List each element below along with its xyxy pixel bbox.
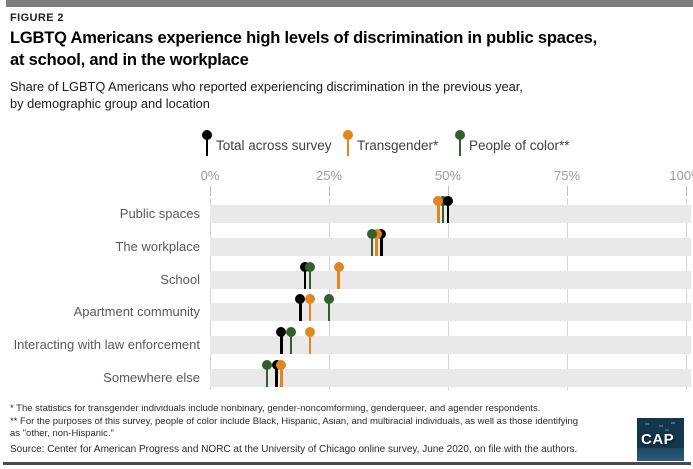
marker-stem: [337, 267, 340, 289]
x-tick-mark: [448, 186, 449, 196]
figure-top-bar: [6, 0, 693, 7]
logo-fish-icon: [645, 423, 649, 425]
figure-title-line2: at school, and in the workplace: [10, 51, 249, 69]
logo-sea-graphic: [637, 448, 684, 461]
marker-stem: [370, 234, 374, 256]
legend-item-total: Total across survey: [202, 130, 332, 157]
row-label: Apartment community: [73, 304, 200, 319]
row-label: The workplace: [115, 239, 200, 254]
marker-dot: [433, 196, 444, 206]
marker-stem: [446, 201, 450, 223]
x-tick-mark: [686, 186, 687, 196]
marker-dot: [262, 360, 273, 370]
figure-title: LGBTQ Americans experience high levels o…: [10, 27, 680, 71]
marker-dot: [304, 262, 315, 272]
figure-label: FIGURE 2: [10, 12, 64, 24]
gridline: [448, 198, 449, 390]
marker-dot: [276, 327, 287, 337]
marker-dot: [324, 294, 334, 304]
row-label: Somewhere else: [103, 370, 200, 385]
marker-stem: [280, 365, 283, 387]
marker-stem: [308, 299, 312, 321]
logo-cap-text: CAP: [641, 431, 675, 448]
marker-stem: [327, 299, 331, 321]
legend-item-people-of-color: People of color**: [455, 130, 570, 157]
legend-label-transgender: Transgender*: [357, 138, 439, 153]
marker-stem: [437, 201, 440, 223]
figure-subtitle: Share of LGBTQ Americans who reported ex…: [10, 78, 650, 112]
row-label: Interacting with law enforcement: [13, 337, 200, 352]
marker-stem: [380, 234, 383, 256]
row-band: [210, 303, 691, 321]
figure-subtitle-line1: Share of LGBTQ Americans who reported ex…: [10, 79, 523, 94]
marker-dot: [304, 294, 315, 304]
row-band: [210, 205, 691, 223]
marker-dot: [276, 360, 287, 370]
marker-dot: [285, 327, 296, 337]
row-band: [210, 336, 691, 354]
x-tick-label: 50%: [434, 168, 462, 183]
x-tick-label: 100%: [669, 168, 693, 183]
legend-stem: [346, 135, 349, 156]
source-line: Source: Center for American Progress and…: [10, 444, 578, 455]
marker-dot: [333, 262, 344, 272]
lollipop-icon: [202, 130, 213, 157]
footnote-people-of-color-line1: ** For the purposes of this survey, peop…: [10, 415, 579, 427]
x-tick-label: 25%: [315, 168, 343, 183]
figure-title-line1: LGBTQ Americans experience high levels o…: [10, 29, 598, 47]
gridline: [686, 198, 687, 390]
footnote-people-of-color-line2: as "other, non-Hispanic.": [10, 428, 114, 439]
legend-stem: [458, 135, 461, 156]
row-band: [210, 271, 691, 289]
marker-stem: [375, 234, 378, 256]
gridline: [567, 198, 568, 390]
footnote-transgender: * The statistics for transgender individ…: [10, 403, 541, 414]
lollipop-icon: [455, 130, 466, 157]
figure-bottom-bar: [3, 462, 691, 465]
legend-label-total: Total across survey: [216, 138, 332, 153]
marker-stem: [299, 299, 302, 321]
marker-stem: [265, 365, 269, 387]
x-tick-label: 0%: [200, 168, 220, 183]
gridline: [210, 198, 211, 390]
marker-stem: [280, 332, 283, 354]
marker-dot: [443, 196, 453, 206]
marker-dot: [366, 229, 377, 239]
legend-item-transgender: Transgender*: [343, 130, 438, 157]
row-band: [210, 369, 691, 387]
marker-stem: [275, 365, 278, 387]
marker-dot: [304, 327, 315, 337]
marker-stem: [308, 267, 312, 289]
marker-stem: [308, 332, 312, 354]
x-tick-mark: [210, 186, 211, 196]
row-band: [210, 238, 691, 256]
figure-subtitle-line2: by demographic group and location: [10, 96, 210, 111]
marker-stem: [289, 332, 293, 354]
x-tick-mark: [329, 186, 330, 196]
legend-stem: [205, 135, 208, 156]
marker-stem: [441, 201, 445, 223]
row-label: Public spaces: [119, 206, 200, 221]
legend-label-people-of-color: People of color**: [469, 138, 570, 153]
x-tick-label: 75%: [553, 168, 581, 183]
lollipop-icon: [343, 130, 354, 157]
cap-logo: CAP: [637, 418, 684, 461]
marker-stem: [303, 267, 307, 289]
x-tick-mark: [567, 186, 568, 196]
marker-dot: [295, 294, 306, 304]
row-label: School: [160, 272, 200, 287]
